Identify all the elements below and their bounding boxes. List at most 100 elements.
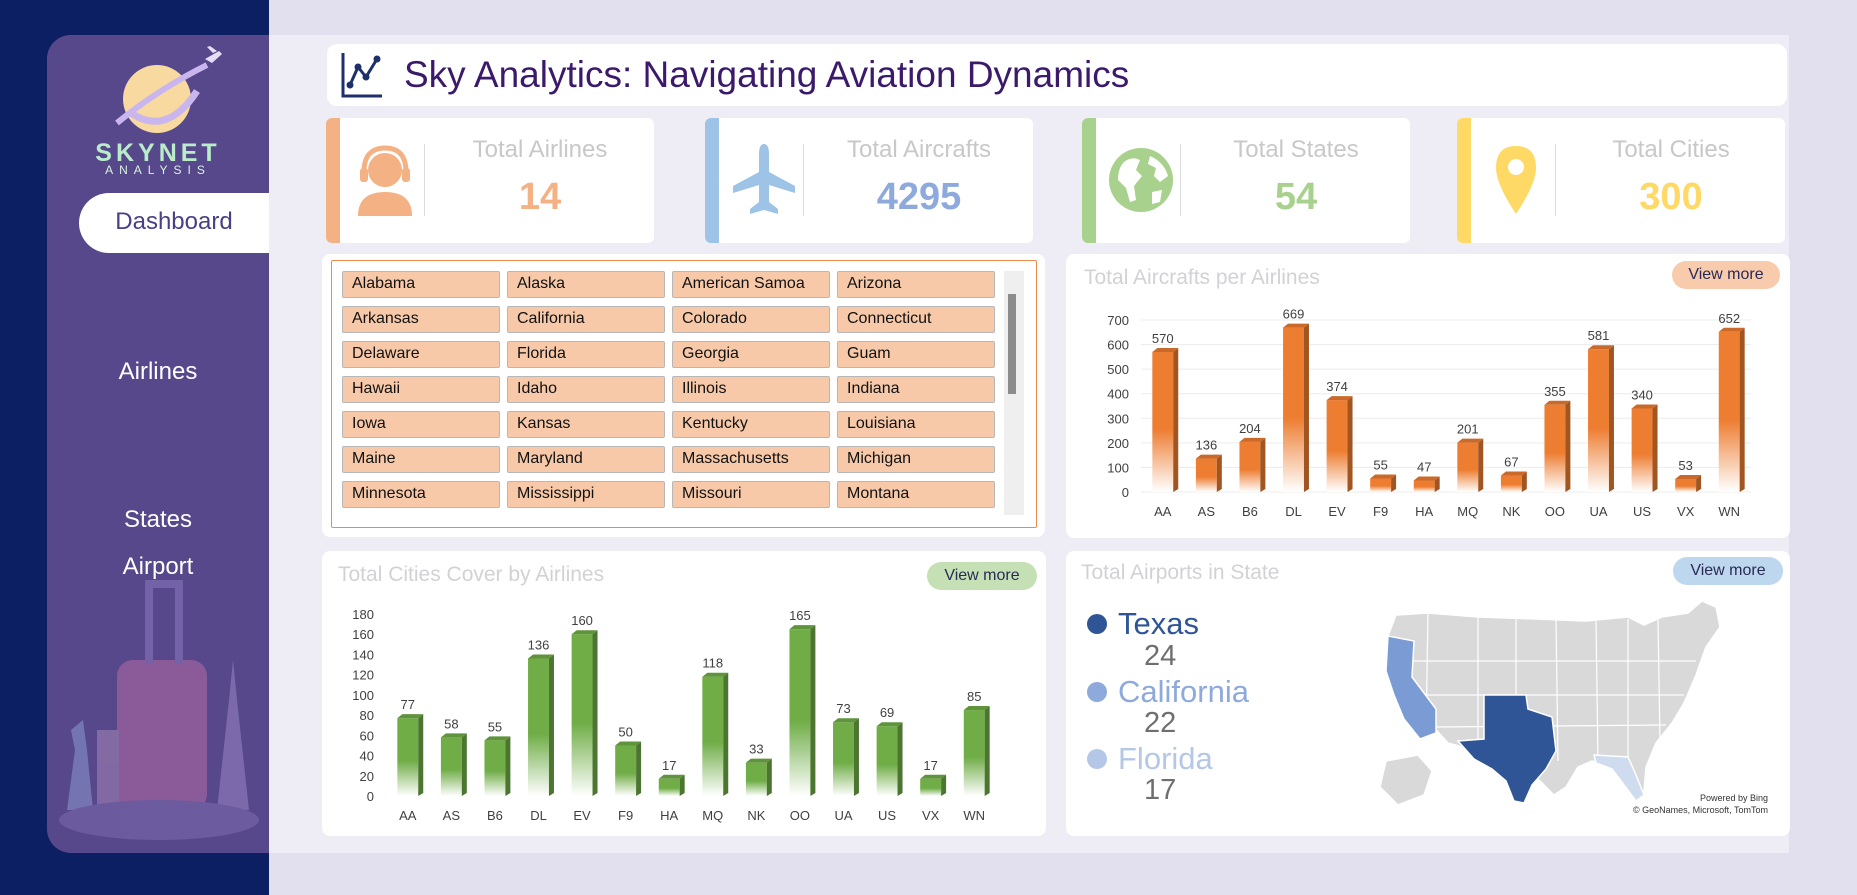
state-filter-chip[interactable]: Missouri: [672, 481, 830, 508]
x-tick-label: HA: [1415, 504, 1433, 519]
bar-side: [1652, 404, 1658, 492]
data-label: 33: [749, 742, 763, 757]
data-label: 165: [789, 608, 811, 623]
bar[interactable]: [1413, 480, 1435, 492]
state-filter-chip[interactable]: Maryland: [507, 446, 665, 473]
bar[interactable]: [1326, 400, 1348, 492]
state-filter-chip[interactable]: American Samoa: [672, 271, 830, 298]
state-filter-chip[interactable]: Arizona: [837, 271, 995, 298]
data-label: 374: [1326, 379, 1348, 394]
kpi-divider: [1555, 144, 1556, 216]
nav-item-states[interactable]: States: [47, 505, 269, 535]
kpi-value: 14: [518, 176, 562, 218]
state-filter-chip[interactable]: Mississippi: [507, 481, 665, 508]
state-filter-chip[interactable]: Kentucky: [672, 411, 830, 438]
bar[interactable]: [1588, 349, 1609, 492]
state-filter-chip[interactable]: California: [507, 306, 665, 333]
data-label: 58: [444, 716, 458, 731]
bar-top: [833, 718, 859, 723]
bar[interactable]: [1370, 478, 1392, 492]
state-filter-chip[interactable]: Idaho: [507, 376, 665, 403]
bar[interactable]: [702, 676, 724, 796]
bar[interactable]: [484, 740, 506, 796]
state-filter-chip[interactable]: Indiana: [837, 376, 995, 403]
data-label: 570: [1152, 331, 1174, 346]
state-filter-chip[interactable]: Illinois: [672, 376, 830, 403]
bar[interactable]: [397, 718, 419, 796]
state-filter-chip[interactable]: Hawaii: [342, 376, 500, 403]
state-filter-chip[interactable]: Kansas: [507, 411, 665, 438]
state-filter-chip[interactable]: Connecticut: [837, 306, 995, 333]
bar[interactable]: [920, 778, 942, 796]
bar[interactable]: [528, 658, 549, 796]
state-filter-chip[interactable]: Arkansas: [342, 306, 500, 333]
x-tick-label: VX: [1677, 504, 1695, 519]
state-filter-chip[interactable]: Alaska: [507, 271, 665, 298]
bar-top: [1457, 438, 1484, 443]
bar[interactable]: [1283, 327, 1304, 492]
bar[interactable]: [1152, 351, 1174, 492]
state-filter-chip[interactable]: Maine: [342, 446, 500, 473]
bar[interactable]: [1675, 478, 1697, 492]
bar[interactable]: [833, 722, 854, 796]
state-filter-chip[interactable]: Georgia: [672, 341, 830, 368]
bar-side: [1521, 471, 1527, 492]
nav-item-dashboard[interactable]: Dashboard: [79, 193, 269, 253]
bar-top: [1413, 476, 1440, 481]
data-label: 55: [488, 719, 502, 734]
state-filter-chip[interactable]: Florida: [507, 341, 665, 368]
map-state-california: [1385, 635, 1437, 740]
data-label: 67: [1504, 455, 1518, 470]
kpi-value: 4295: [876, 176, 962, 218]
bar-top: [484, 736, 511, 741]
kpi-divider: [1180, 144, 1181, 216]
y-tick-label: 0: [1122, 485, 1129, 500]
bar[interactable]: [1631, 408, 1653, 492]
view-more-cities-button[interactable]: View more: [927, 562, 1037, 590]
data-label: 53: [1678, 458, 1692, 473]
bar[interactable]: [963, 710, 985, 796]
bar-top: [1152, 347, 1179, 352]
x-tick-label: WN: [1718, 504, 1740, 519]
state-filter-chip[interactable]: Iowa: [342, 411, 500, 438]
nav-item-airlines[interactable]: Airlines: [47, 357, 269, 387]
bar[interactable]: [1239, 441, 1261, 492]
state-filter-chip[interactable]: Montana: [837, 481, 995, 508]
y-tick-label: 100: [352, 688, 374, 703]
slicer-scrollbar-thumb[interactable]: [1008, 294, 1016, 394]
bar[interactable]: [571, 634, 593, 796]
state-filter-chip[interactable]: Minnesota: [342, 481, 500, 508]
state-filter-chip[interactable]: Massachusetts: [672, 446, 830, 473]
data-label: 17: [923, 758, 937, 773]
bar-top: [920, 774, 947, 779]
bar[interactable]: [1544, 404, 1566, 492]
x-tick-label: OO: [1545, 504, 1565, 519]
state-filter-chip[interactable]: Guam: [837, 341, 995, 368]
bar[interactable]: [1195, 458, 1217, 492]
bar[interactable]: [745, 762, 767, 796]
map-attribution-bing: Powered by Bing: [1699, 793, 1768, 803]
data-label: 581: [1588, 328, 1610, 343]
bar[interactable]: [1500, 475, 1522, 492]
bar[interactable]: [876, 726, 898, 796]
state-filter-chip[interactable]: Michigan: [837, 446, 995, 473]
bar[interactable]: [1457, 442, 1479, 492]
bar-top: [1718, 327, 1745, 332]
bar-top: [876, 722, 903, 727]
state-filter-chip[interactable]: Alabama: [342, 271, 500, 298]
nav-item-airport[interactable]: Airport: [47, 552, 269, 582]
view-more-airports-button[interactable]: View more: [1673, 557, 1783, 585]
y-tick-label: 140: [352, 647, 374, 662]
view-more-aircrafts-button[interactable]: View more: [1672, 261, 1780, 289]
data-label: 69: [880, 705, 894, 720]
state-filter-chip[interactable]: Delaware: [342, 341, 500, 368]
logo: SKYNET ANALYSIS: [47, 35, 269, 195]
bar[interactable]: [615, 745, 637, 796]
bar[interactable]: [1718, 331, 1740, 492]
bar[interactable]: [789, 629, 811, 796]
bar[interactable]: [658, 778, 680, 796]
bar[interactable]: [440, 737, 462, 796]
state-filter-chip[interactable]: Louisiana: [837, 411, 995, 438]
aircrafts-bar-chart: 0 100 200 300 400 500 600 700 570 AA 136 AS 204 B6 669…: [1107, 307, 1751, 519]
state-filter-chip[interactable]: Colorado: [672, 306, 830, 333]
